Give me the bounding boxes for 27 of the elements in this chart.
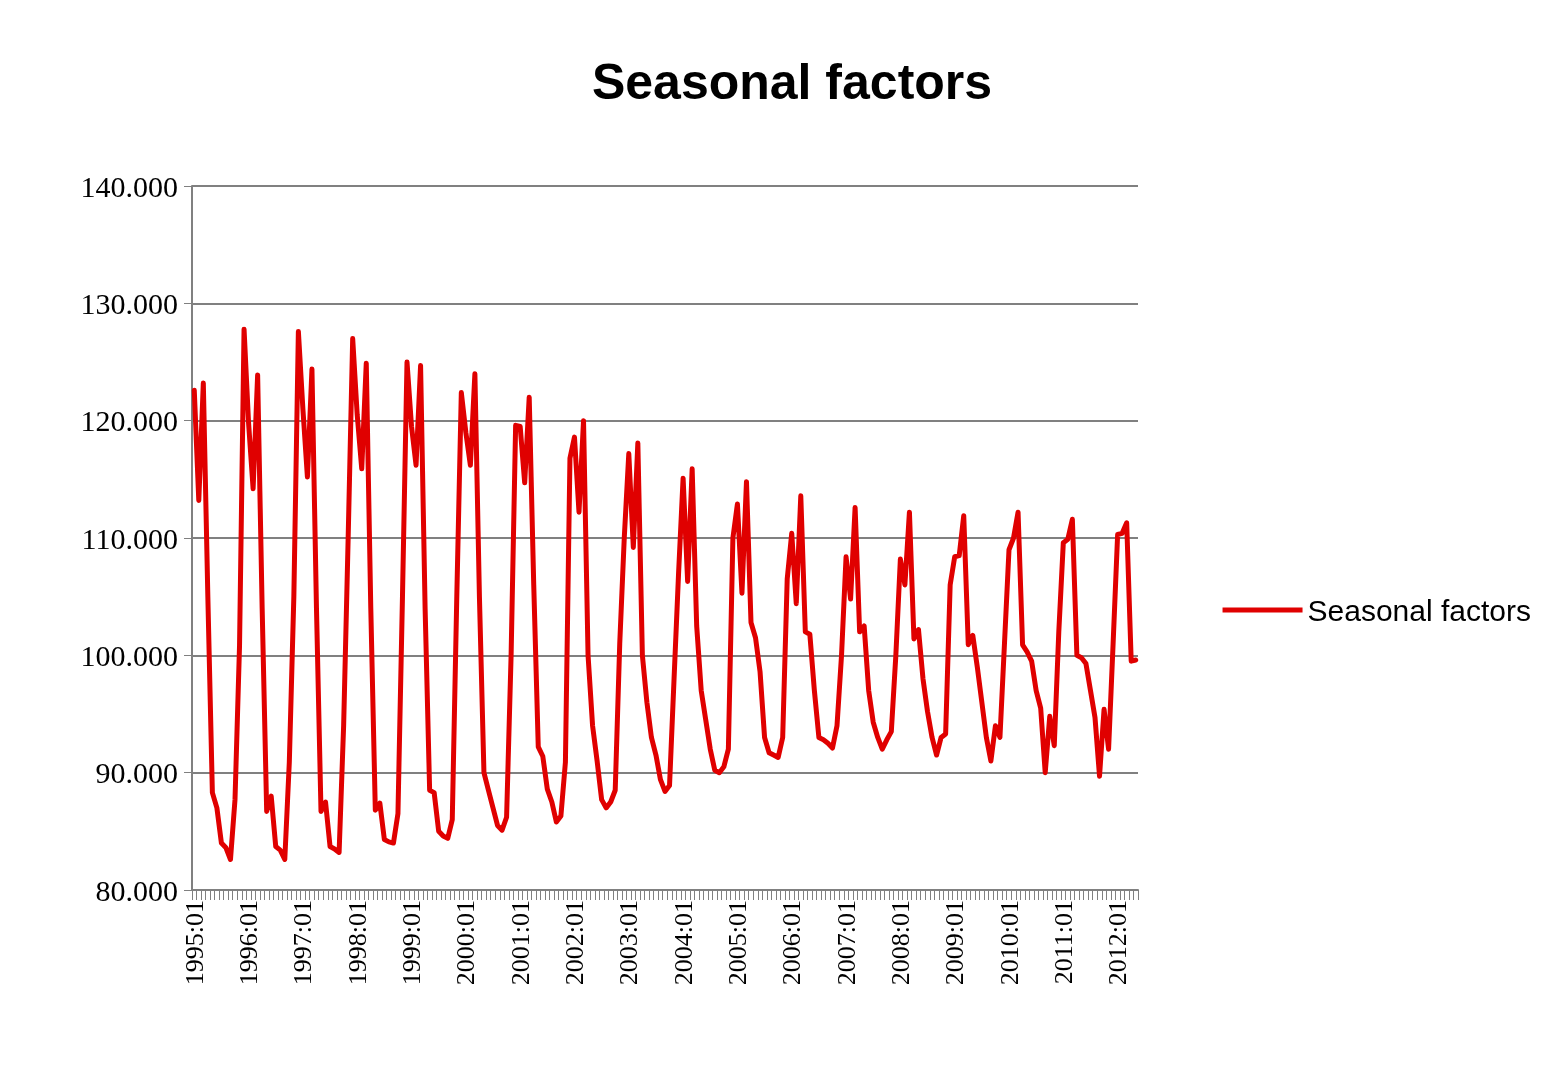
x-tick-label: 2003:01 bbox=[614, 900, 644, 986]
x-tick-label: 1997:01 bbox=[288, 900, 318, 986]
chart-title: Seasonal factors bbox=[591, 54, 993, 110]
x-tick-label: 2006:01 bbox=[777, 900, 807, 986]
y-tick-label: 80.000 bbox=[95, 873, 178, 907]
y-tick-label: 110.000 bbox=[81, 521, 178, 555]
x-tick-label: 1998:01 bbox=[342, 900, 372, 986]
y-tick-label: 120.000 bbox=[80, 404, 178, 438]
x-tick-label: 2001:01 bbox=[505, 900, 535, 986]
x-tick-label: 1996:01 bbox=[234, 900, 264, 986]
x-tick-label: 2005:01 bbox=[722, 900, 752, 986]
x-tick-label: 2011:01 bbox=[1048, 900, 1078, 985]
x-tick-label: 2000:01 bbox=[451, 900, 481, 986]
x-tick-label: 2007:01 bbox=[831, 900, 861, 986]
x-tick-label: 2004:01 bbox=[668, 900, 698, 986]
x-tick-label: 2012:01 bbox=[1103, 900, 1133, 986]
x-tick-label: 2002:01 bbox=[559, 900, 589, 986]
x-tick-label: 1995:01 bbox=[179, 900, 209, 986]
x-tick-label: 1999:01 bbox=[397, 900, 427, 986]
y-tick-label: 140.000 bbox=[80, 169, 178, 203]
x-tick-label: 2008:01 bbox=[885, 900, 915, 986]
y-tick-label: 100.000 bbox=[80, 638, 178, 672]
y-tick-label: 90.000 bbox=[95, 756, 178, 790]
x-tick-label: 2010:01 bbox=[994, 900, 1024, 986]
legend-label: Seasonal factors bbox=[1307, 593, 1532, 627]
x-tick-label: 2009:01 bbox=[940, 900, 970, 986]
y-tick-label: 130.000 bbox=[80, 286, 178, 320]
